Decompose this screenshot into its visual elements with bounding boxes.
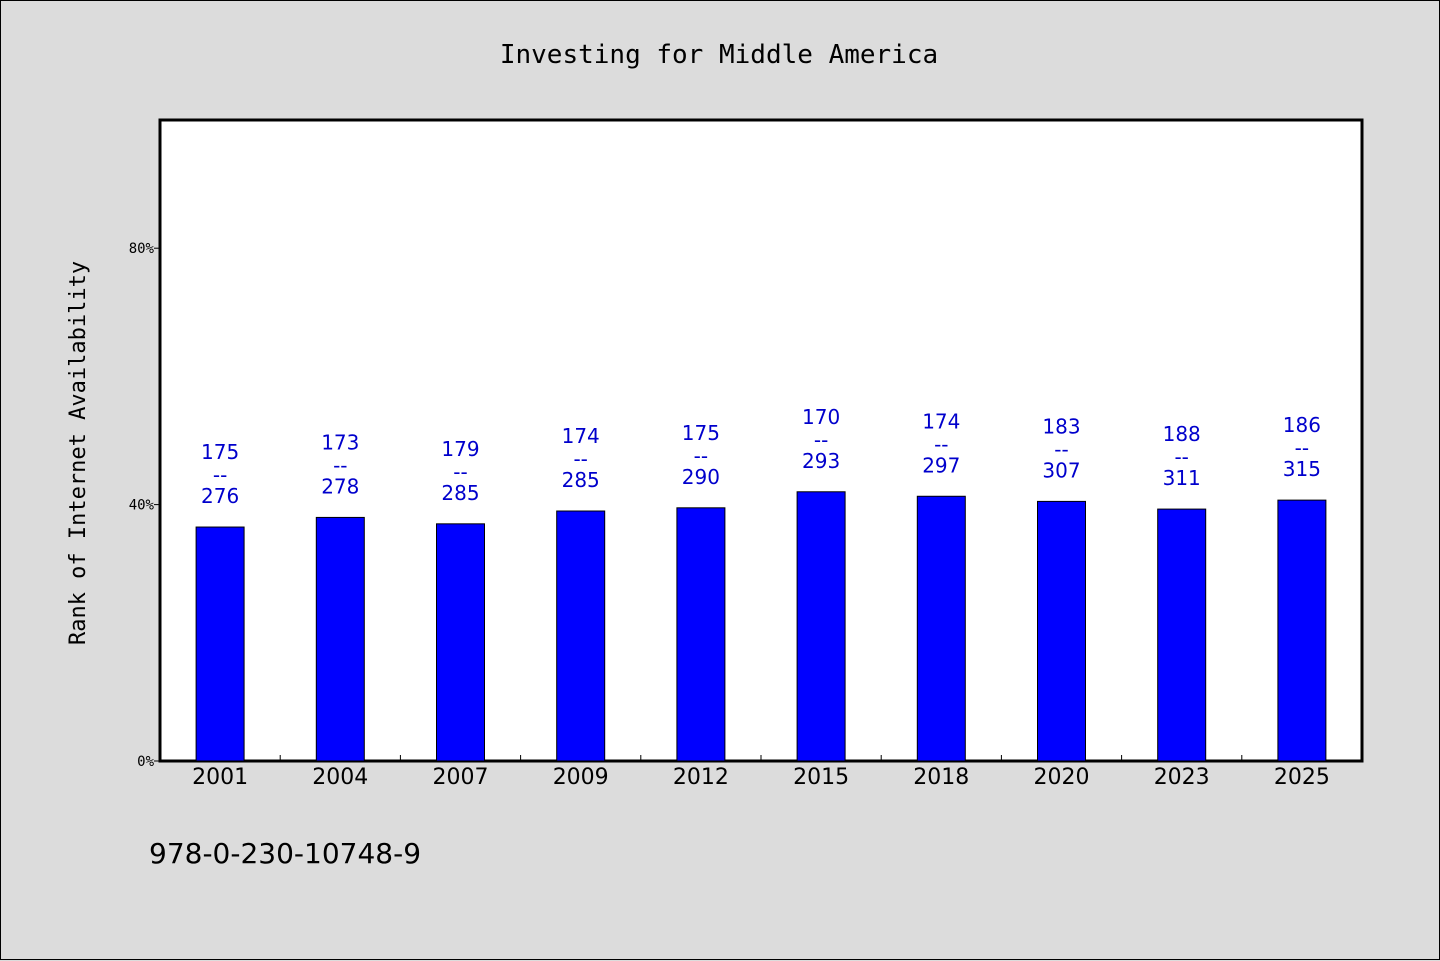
data-label-2004-top: 173 — [321, 430, 359, 454]
data-label-2020-top: 183 — [1042, 414, 1080, 438]
data-label-2015-top: 170 — [802, 405, 840, 429]
data-label-2009-sep: -- — [573, 447, 587, 471]
x-axis: 2001 2004 2007 2009 2012 2015 2018 2020 2023 2025 — [192, 755, 1330, 790]
data-label-2009-bottom: 285 — [562, 468, 600, 492]
x-tick-label-2023: 2023 — [1154, 765, 1210, 790]
bar-2018 — [916, 495, 966, 762]
data-label-2012-sep: -- — [694, 444, 708, 468]
chart-title: Investing for Middle America — [500, 40, 938, 70]
bar-2020 — [1037, 500, 1086, 762]
bars-layer — [195, 491, 1327, 762]
bar-2004 — [315, 516, 365, 762]
data-label-2018-bottom: 297 — [922, 453, 960, 477]
x-tick-label-2020: 2020 — [1034, 765, 1090, 790]
y-axis: 0% 40% 80% — [129, 241, 160, 770]
data-label-2023-top: 188 — [1163, 422, 1201, 446]
x-tick-label-2001: 2001 — [192, 765, 248, 790]
data-label-2001-bottom: 276 — [201, 484, 239, 508]
data-label-2023-bottom: 311 — [1163, 466, 1201, 490]
y-tick-label-40: 40% — [129, 498, 155, 514]
y-tick-label-0: 0% — [137, 754, 154, 770]
data-label-2007-sep: -- — [453, 460, 467, 484]
data-label-2018-top: 174 — [922, 409, 960, 433]
data-label-2025-bottom: 315 — [1283, 457, 1321, 481]
data-label-2004-sep: -- — [333, 453, 347, 477]
data-label-2012-bottom: 290 — [682, 465, 720, 489]
data-label-2023-sep: -- — [1174, 445, 1188, 469]
data-label-2007-top: 179 — [441, 437, 479, 461]
data-label-2001-sep: -- — [213, 463, 227, 487]
y-axis-label: Rank of Internet Availability — [66, 261, 91, 645]
x-tick-label-2004: 2004 — [312, 765, 368, 790]
footer-code: 978-0-230-10748-9 — [149, 837, 421, 870]
bar-2023 — [1157, 508, 1207, 762]
data-label-2009-top: 174 — [562, 424, 600, 448]
x-tick-label-2025: 2025 — [1274, 765, 1330, 790]
data-label-2025-top: 186 — [1283, 413, 1321, 437]
data-labels-layer: 175--276173--278179--285174--285175--290… — [201, 405, 1321, 508]
data-label-2025-sep: -- — [1295, 436, 1309, 460]
bar-2007 — [436, 523, 485, 762]
bar-2012 — [676, 507, 726, 762]
x-tick-label-2007: 2007 — [433, 765, 489, 790]
bar-2025 — [1277, 499, 1327, 762]
bar-2001 — [195, 526, 245, 762]
x-tick-label-2009: 2009 — [553, 765, 609, 790]
data-label-2007-bottom: 285 — [441, 481, 479, 505]
x-tick-label-2015: 2015 — [793, 765, 849, 790]
data-label-2001-top: 175 — [201, 440, 239, 464]
data-label-2012-top: 175 — [682, 421, 720, 445]
data-label-2015-sep: -- — [814, 428, 828, 452]
data-label-2015-bottom: 293 — [802, 449, 840, 473]
x-tick-label-2012: 2012 — [673, 765, 729, 790]
data-label-2020-sep: -- — [1054, 437, 1068, 461]
data-label-2004-bottom: 278 — [321, 474, 359, 498]
bar-2015 — [796, 491, 846, 762]
y-tick-label-80: 80% — [129, 241, 155, 257]
bar-2009 — [556, 510, 606, 762]
data-label-2020-bottom: 307 — [1042, 458, 1080, 482]
x-tick-label-2018: 2018 — [913, 765, 969, 790]
data-label-2018-sep: -- — [934, 432, 948, 456]
